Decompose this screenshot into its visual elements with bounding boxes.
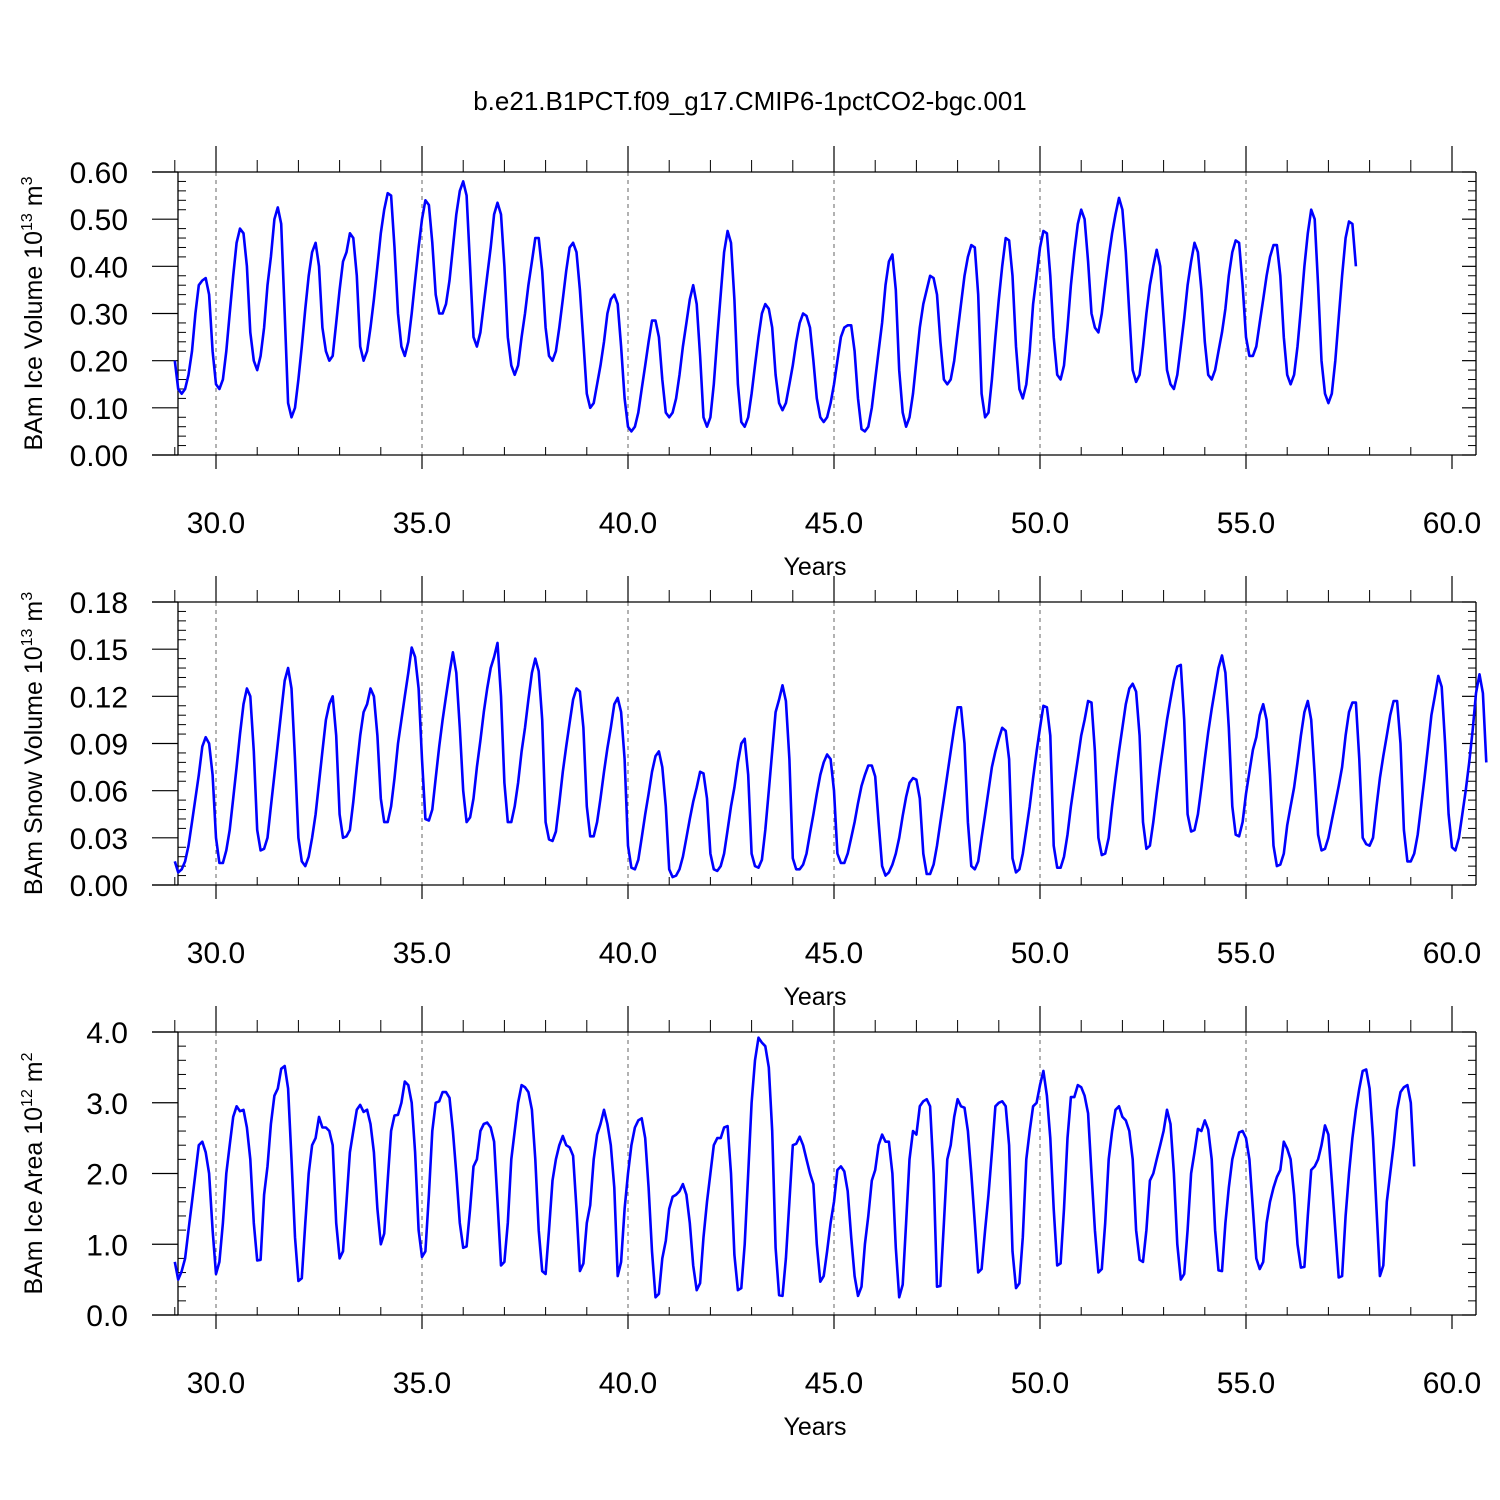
- y-axis-label: BAm Snow Volume 1013 m3: [19, 592, 48, 895]
- y-tick-label: 0.20: [70, 346, 128, 379]
- y-label-unit: m: [20, 601, 48, 629]
- y-label-unit-exponent: 2: [19, 1052, 36, 1061]
- y-tick-label: 4.0: [86, 1017, 128, 1050]
- series-line-1: [173, 180, 1358, 433]
- chart-panel-1: 0.00 0.10 0.20 0.30 0.40 0.50 0.60 30.0 35.0 40.0…: [19, 146, 1481, 581]
- x-axis-label: Years: [783, 983, 846, 1011]
- y-tick-label: 3.0: [86, 1088, 128, 1121]
- x-tick-label: 40.0: [599, 1367, 657, 1400]
- y-tick-label: 0.30: [70, 299, 128, 332]
- x-tick-label: 30.0: [187, 1367, 245, 1400]
- y-tick-label: 0.00: [70, 870, 128, 903]
- x-tick-label: 30.0: [187, 507, 245, 540]
- x-tick-label: 55.0: [1217, 937, 1275, 970]
- x-tick-label: 50.0: [1011, 507, 1069, 540]
- series-line-1: [173, 1036, 1416, 1299]
- y-axis-label: BAm Ice Area 1012 m2: [19, 1052, 48, 1294]
- x-tick-label: 50.0: [1011, 1367, 1069, 1400]
- x-tick-label: 35.0: [393, 1367, 451, 1400]
- y-tick-label: 0.60: [70, 157, 128, 190]
- x-tick-label: 60.0: [1423, 507, 1481, 540]
- chart-panel-2: 0.00 0.03 0.06 0.09 0.12 0.15 0.18 30.0 35.0 40.0…: [19, 576, 1488, 1011]
- y-label-text: BAm Ice Volume 10: [20, 231, 48, 451]
- figure-title: b.e21.B1PCT.f09_g17.CMIP6-1pctCO2-bgc.00…: [473, 86, 1027, 116]
- y-label-unit-exponent: 3: [19, 176, 36, 185]
- y-label-exponent: 13: [19, 628, 36, 646]
- y-tick-label: 0.15: [70, 634, 128, 667]
- x-tick-label: 55.0: [1217, 507, 1275, 540]
- y-tick-label: 0.10: [70, 393, 128, 426]
- x-tick-label: 45.0: [805, 1367, 863, 1400]
- plot-frame: [152, 171, 1477, 456]
- y-tick-label: 0.0: [86, 1300, 128, 1333]
- y-tick-label: 2.0: [86, 1159, 128, 1192]
- y-tick-label: 0.03: [70, 823, 128, 856]
- y-tick-label: 0.06: [70, 776, 128, 809]
- x-tick-label: 55.0: [1217, 1367, 1275, 1400]
- y-label-exponent: 12: [19, 1089, 36, 1107]
- y-tick-label: 0.18: [70, 587, 128, 620]
- y-tick-label: 0.09: [70, 729, 128, 762]
- x-axis-label: Years: [783, 553, 846, 581]
- x-tick-label: 35.0: [393, 507, 451, 540]
- y-tick-label: 0.00: [70, 440, 128, 473]
- x-tick-label: 35.0: [393, 937, 451, 970]
- x-tick-label: 60.0: [1423, 1367, 1481, 1400]
- x-tick-label: 50.0: [1011, 937, 1069, 970]
- x-axis-label: Years: [783, 1413, 846, 1441]
- y-label-unit: m: [20, 1061, 48, 1089]
- y-tick-label: 0.50: [70, 204, 128, 237]
- y-axis-label: BAm Ice Volume 1013 m3: [19, 176, 48, 450]
- plot-frame: [152, 601, 1477, 886]
- x-tick-label: 60.0: [1423, 937, 1481, 970]
- x-tick-label: 40.0: [599, 937, 657, 970]
- y-label-exponent: 13: [19, 213, 36, 231]
- y-label-text: BAm Snow Volume 10: [20, 646, 48, 895]
- y-label-unit-exponent: 3: [19, 592, 36, 601]
- series-line-1: [173, 641, 1488, 879]
- y-tick-label: 0.12: [70, 681, 128, 714]
- x-tick-label: 30.0: [187, 937, 245, 970]
- y-tick-label: 0.40: [70, 251, 128, 284]
- x-tick-label: 40.0: [599, 507, 657, 540]
- y-tick-label: 1.0: [86, 1229, 128, 1262]
- y-label-text: BAm Ice Area 10: [20, 1107, 48, 1295]
- x-tick-label: 45.0: [805, 937, 863, 970]
- chart-panel-3: 0.0 1.0 2.0 3.0 4.0 30.0 35.0 40.0 45.0 50.0 55.0 6…: [19, 1006, 1481, 1441]
- y-label-unit: m: [20, 185, 48, 213]
- x-tick-label: 45.0: [805, 507, 863, 540]
